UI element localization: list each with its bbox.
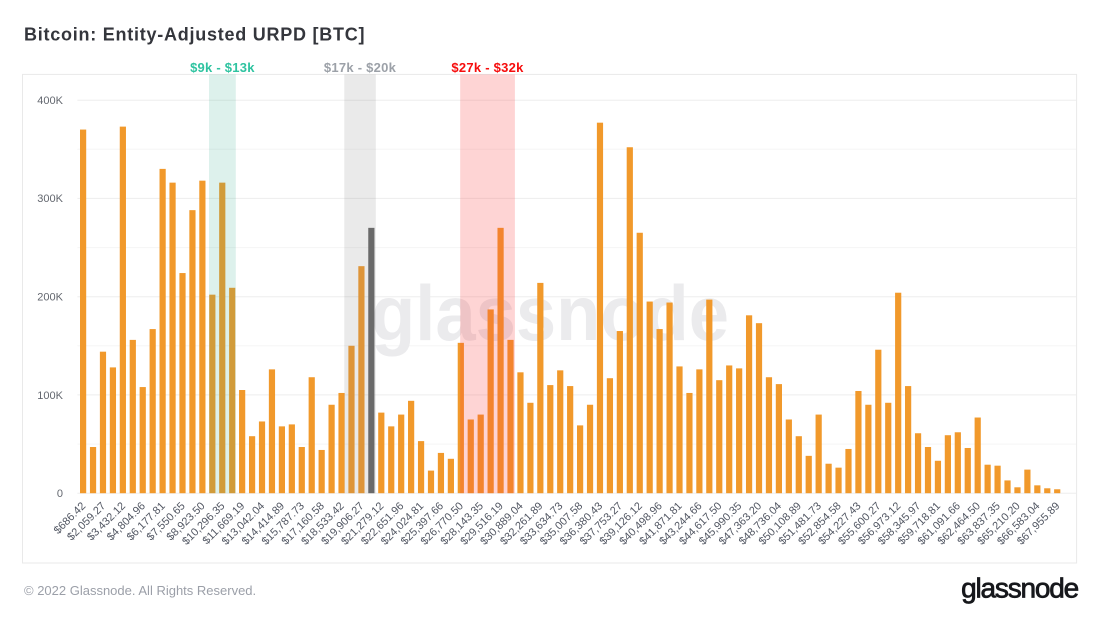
svg-text:© 2022 Glassnode. All Rights R: © 2022 Glassnode. All Rights Reserved.	[24, 583, 256, 598]
svg-text:100K: 100K	[37, 390, 63, 402]
svg-text:glassnode: glassnode	[371, 269, 729, 357]
svg-text:300K: 300K	[37, 193, 63, 205]
svg-text:glassnode: glassnode	[961, 573, 1078, 604]
svg-text:Bitcoin: Entity-Adjusted URPD: Bitcoin: Entity-Adjusted URPD [BTC]	[24, 25, 365, 45]
svg-text:200K: 200K	[37, 292, 63, 304]
svg-text:$9k - $13k: $9k - $13k	[190, 60, 255, 75]
svg-text:400K: 400K	[37, 95, 63, 107]
svg-text:$27k - $32k: $27k - $32k	[451, 60, 524, 75]
svg-text:0: 0	[57, 488, 63, 500]
svg-text:$17k - $20k: $17k - $20k	[324, 60, 397, 75]
